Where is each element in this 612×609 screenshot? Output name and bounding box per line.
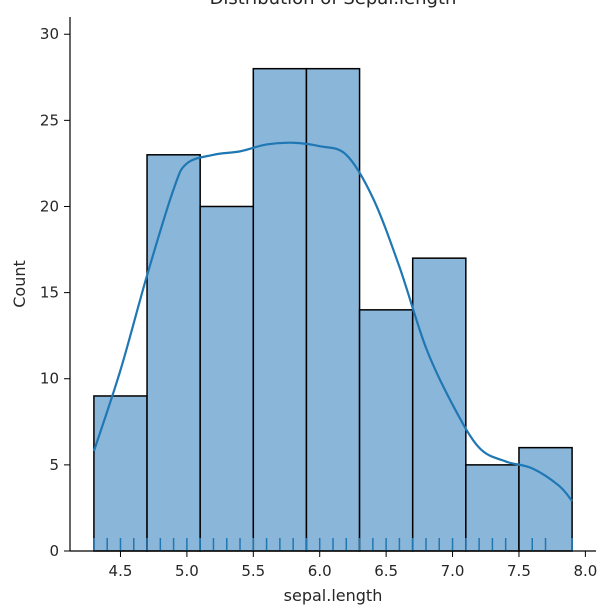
histogram-bar	[146, 154, 201, 552]
x-ticks-group: 4.5 5.0 5.5 6.0 6.5 7.0 7.5 8.0	[109, 551, 597, 580]
x-tick-label: 6.0	[308, 562, 332, 580]
histogram-bar	[358, 309, 414, 552]
histogram-bar	[252, 67, 308, 552]
kde-line	[92, 141, 573, 502]
y-tick-label: 0	[49, 542, 59, 560]
y-tick-label: 20	[40, 197, 59, 215]
y-tick-label: 25	[40, 111, 59, 129]
x-tick-label: 7.0	[441, 562, 465, 580]
x-tick-label: 5.0	[175, 562, 199, 580]
x-axis-label: sepal.length	[284, 586, 383, 605]
histogram-bar	[93, 395, 148, 552]
bars-group	[93, 67, 573, 552]
chart-title: Distribution of Sepal.length	[210, 0, 457, 9]
histogram-bar	[199, 205, 255, 552]
y-tick-label: 10	[40, 370, 59, 388]
x-tick-label: 6.5	[374, 562, 398, 580]
histogram-bar	[411, 257, 467, 552]
x-tick-label: 4.5	[109, 562, 133, 580]
y-ticks-group: 0 5 10 15 20 25 30	[40, 25, 70, 560]
x-tick-label: 7.5	[507, 562, 531, 580]
y-tick-label: 30	[40, 25, 59, 43]
rug-group	[93, 538, 573, 551]
histogram-bar	[465, 464, 520, 552]
y-tick-label: 5	[49, 456, 59, 474]
histogram-bar	[305, 67, 361, 552]
x-tick-label: 8.0	[573, 562, 597, 580]
y-axis-label: Count	[10, 260, 29, 308]
histogram-bar	[518, 446, 573, 552]
x-tick-label: 5.5	[241, 562, 265, 580]
y-tick-label: 15	[40, 284, 59, 302]
